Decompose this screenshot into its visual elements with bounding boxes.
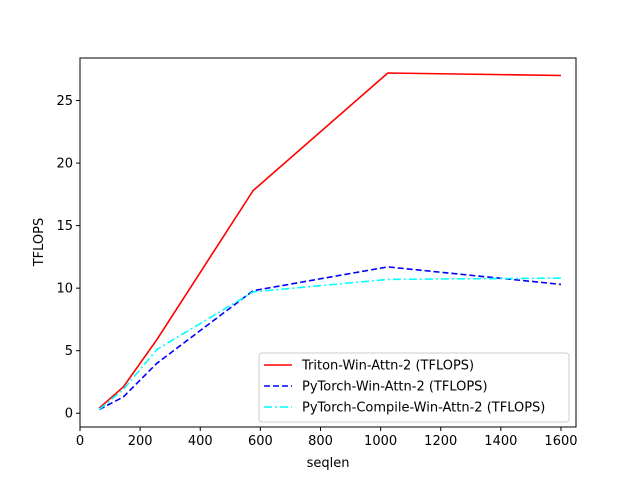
x-tick-label: 200 (128, 434, 153, 449)
series-line-1 (98, 72, 562, 409)
legend: Triton-Win-Attn-2 (TFLOPS) PyTorch-Win-At… (258, 352, 570, 423)
legend-label-1: Triton-Win-Attn-2 (TFLOPS) (301, 359, 474, 374)
y-tick-label: 25 (56, 94, 73, 109)
y-tick-label: 5 (65, 344, 73, 359)
plot-frame (79, 57, 577, 428)
x-tick-label: 800 (308, 434, 333, 449)
x-tick-label: 600 (248, 434, 273, 449)
x-tick-label: 0 (76, 434, 84, 449)
legend-box (258, 352, 570, 423)
y-tick-label: 15 (56, 219, 73, 234)
series-line-2 (98, 266, 562, 411)
series-line-3 (98, 277, 562, 411)
x-axis-label: seqlen (307, 456, 350, 471)
x-tick-label: 1600 (544, 434, 577, 449)
x-axis: 0 200 400 600 800 1000 1200 1400 1600 (76, 427, 578, 449)
legend-label-2: PyTorch-Win-Attn-2 (TFLOPS) (302, 380, 488, 395)
legend-label-3: PyTorch-Compile-Win-Attn-2 (TFLOPS) (302, 401, 545, 416)
y-axis-label: TFLOPS (32, 218, 47, 268)
series-layer (98, 72, 562, 411)
x-tick-label: 400 (188, 434, 213, 449)
x-tick-label: 1000 (364, 434, 397, 449)
y-tick-label: 20 (56, 157, 73, 172)
y-axis: 0 5 10 15 20 25 (56, 94, 80, 422)
x-tick-label: 1200 (424, 434, 457, 449)
y-tick-label: 0 (65, 407, 73, 422)
x-tick-label: 1400 (484, 434, 517, 449)
y-tick-label: 10 (56, 282, 73, 297)
